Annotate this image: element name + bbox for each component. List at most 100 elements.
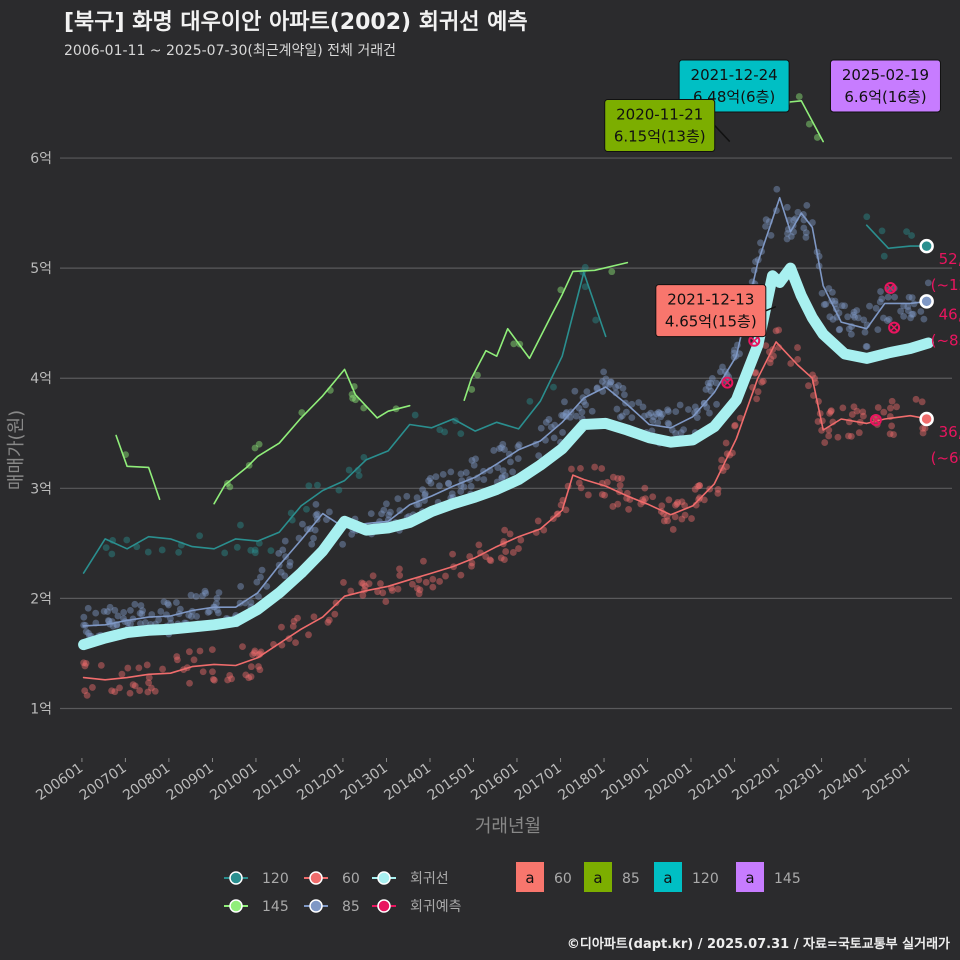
scatter-point-60 xyxy=(506,530,514,538)
scatter-point-60 xyxy=(247,663,255,671)
prediction-cross xyxy=(886,284,894,292)
scatter-point-60 xyxy=(116,684,123,692)
scatter-point-60 xyxy=(135,664,143,672)
scatter-point-85 xyxy=(498,473,506,481)
scatter-point-60 xyxy=(466,553,474,560)
end-labels: 52,000 (~120㎡) 46,986 (~85㎡) 36,300 (~60㎡) xyxy=(919,238,960,467)
scatter-point-60 xyxy=(618,475,626,482)
scatter-point-120 xyxy=(303,505,310,513)
scatter-point-60 xyxy=(714,489,722,497)
scatter-point-145 xyxy=(352,396,359,404)
scatter-point-85 xyxy=(612,383,620,391)
scatter-point-85 xyxy=(460,483,468,491)
scatter-point-60 xyxy=(509,549,517,556)
scatter-point-85 xyxy=(439,470,447,478)
scatter-point-120 xyxy=(251,546,259,554)
scatter-point-85 xyxy=(313,510,321,518)
scatter-point-60 xyxy=(436,578,443,585)
x-tick-label: 201601 xyxy=(468,760,521,804)
scatter-point-85 xyxy=(131,600,139,608)
scatter-point-120 xyxy=(335,486,343,494)
scatter-point-85 xyxy=(498,474,506,482)
scatter-point-60 xyxy=(691,485,699,493)
scatter-point-60 xyxy=(752,369,760,376)
scatter-point-85 xyxy=(920,315,928,323)
prediction-cross xyxy=(890,324,898,332)
scatter-point-60 xyxy=(649,493,657,501)
scatter-point-85 xyxy=(436,482,443,490)
scatter-point-120 xyxy=(592,316,600,324)
scatter-point-120 xyxy=(360,453,368,461)
legend-box xyxy=(516,862,544,892)
scatter-point-60 xyxy=(278,623,285,631)
scatter-point-60 xyxy=(501,556,508,564)
scatter-point-60 xyxy=(584,491,592,499)
scatter-point-60 xyxy=(714,485,722,493)
scatter-point-60 xyxy=(664,517,671,525)
scatter-point-120 xyxy=(908,232,916,239)
scatter-point-85 xyxy=(445,480,452,488)
y-tick-label: 4억 xyxy=(30,371,52,387)
scatter-point-85 xyxy=(707,379,715,387)
scatter-point-85 xyxy=(705,383,713,390)
scatter-point-85 xyxy=(578,408,586,416)
scatter-point-85 xyxy=(602,381,609,389)
scatter-point-120 xyxy=(233,543,241,551)
scatter-point-85 xyxy=(127,620,134,628)
scatter-point-85 xyxy=(784,230,791,237)
scatter-point-85 xyxy=(310,534,317,542)
scatter-point-60 xyxy=(853,407,861,415)
scatter-point-120 xyxy=(355,472,363,480)
end-marker xyxy=(919,238,934,254)
scatter-point-85 xyxy=(561,398,568,406)
scatter-point-85 xyxy=(421,491,429,499)
scatter-point-145 xyxy=(474,371,481,379)
scatter-point-60 xyxy=(609,503,617,510)
scatter-point-60 xyxy=(415,590,423,598)
scatter-point-85 xyxy=(713,400,720,408)
scatter-point-60 xyxy=(482,553,490,561)
scatter-point-60 xyxy=(700,496,708,504)
scatter-point-85 xyxy=(311,526,319,534)
scatter-point-60 xyxy=(825,432,833,440)
scatter-point-60 xyxy=(601,491,609,499)
scatter-point-60 xyxy=(658,502,666,510)
scatter-point-85 xyxy=(213,606,221,614)
scatter-point-60 xyxy=(855,429,863,437)
scatter-point-85 xyxy=(762,216,770,224)
scatter-point-60 xyxy=(226,671,234,679)
prediction-marker xyxy=(884,281,897,294)
scatter-point-60 xyxy=(174,656,181,664)
scatter-point-85 xyxy=(199,592,206,600)
prediction-cross xyxy=(723,379,731,387)
scatter-point-145 xyxy=(349,394,357,402)
scatter-point-85 xyxy=(559,412,567,420)
scatter-point-60 xyxy=(143,661,151,669)
scatter-point-85 xyxy=(877,288,884,295)
scatter-point-85 xyxy=(111,606,119,614)
scatter-point-120 xyxy=(251,549,259,557)
scatter-point-85 xyxy=(445,479,453,487)
footer-credit: ©디아파트(dapt.kr) / 2025.07.31 / 자료=국토교통부 실… xyxy=(566,937,950,952)
scatter-point-85 xyxy=(854,314,862,322)
end-area-label: (~60㎡) xyxy=(931,449,960,467)
scatter-point-60 xyxy=(199,668,207,676)
scatter-point-85 xyxy=(582,401,589,409)
scatter-point-60 xyxy=(845,432,852,440)
scatter-point-85 xyxy=(480,476,488,483)
legend-dot xyxy=(309,899,323,913)
scatter-point-85 xyxy=(496,445,503,452)
scatter-point-85 xyxy=(615,382,622,389)
scatter-point-85 xyxy=(312,500,320,508)
scatter-point-85 xyxy=(380,506,388,514)
scatter-point-85 xyxy=(600,368,608,376)
scatter-point-120 xyxy=(345,466,353,474)
scatter-point-60 xyxy=(888,422,896,430)
scatter-point-85 xyxy=(862,343,870,350)
scatter-point-85 xyxy=(844,313,852,321)
scatter-point-85 xyxy=(257,573,264,581)
legend-dot xyxy=(377,899,391,913)
callout-date: 2020-11-21 xyxy=(616,106,703,124)
legend-label: 회귀예측 xyxy=(410,899,462,915)
scatter-point-85 xyxy=(704,379,712,387)
